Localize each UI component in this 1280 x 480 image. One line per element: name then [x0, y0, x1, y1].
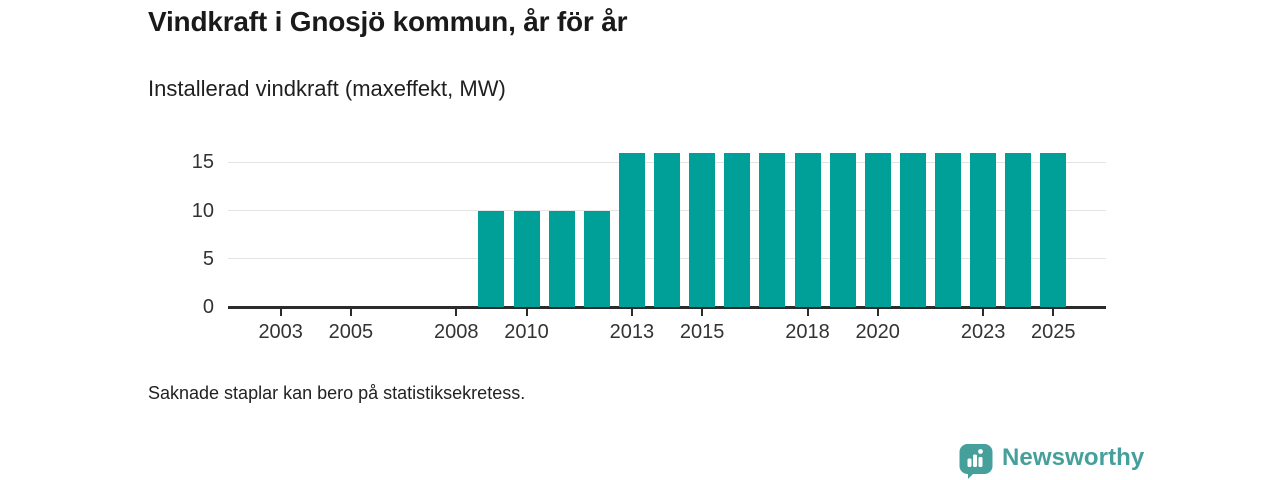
y-tick-label-0: 0	[202, 296, 214, 318]
x-tick-label-2003: 2003	[258, 321, 303, 343]
bar-2021	[899, 152, 926, 307]
newsworthy-logo-icon	[959, 444, 993, 479]
bar-2017	[759, 152, 786, 307]
x-tick-label-2023: 2023	[960, 321, 1006, 343]
bar-2025	[1040, 152, 1067, 307]
x-tick-label-2005: 2005	[328, 321, 374, 343]
chart-subtitle: Installerad vindkraft (maxeffekt, MW)	[148, 76, 506, 101]
x-tick-2005	[349, 309, 352, 316]
bar-2010	[513, 210, 540, 307]
plot-area	[228, 140, 1106, 309]
x-tick-2020	[876, 309, 879, 316]
bar-2016	[724, 152, 751, 307]
bar-2022	[935, 152, 961, 307]
x-tick-label-2008: 2008	[434, 321, 479, 343]
y-tick-label-5: 5	[202, 247, 214, 270]
bar-2023	[970, 152, 997, 307]
bar-2009	[478, 210, 505, 307]
newsworthy-logo: Newsworthy	[957, 442, 1144, 480]
x-tick-2010	[525, 309, 528, 316]
x-axis-line	[228, 306, 1106, 309]
bar-2011	[548, 210, 575, 307]
x-tick-2008	[455, 309, 458, 316]
x-tick-2003	[279, 309, 282, 316]
bar-2024	[1005, 152, 1032, 307]
x-tick-label-2025: 2025	[1031, 321, 1076, 343]
x-tick-2015	[701, 309, 704, 316]
x-tick-label-2015: 2015	[679, 321, 725, 343]
bar-2013	[618, 152, 645, 307]
x-tick-label-2020: 2020	[855, 321, 900, 343]
x-tick-label-2010: 2010	[504, 321, 549, 343]
bar-2018	[794, 152, 821, 307]
x-tick-2018	[806, 309, 809, 316]
bar-2020	[864, 152, 891, 307]
bar-2015	[689, 152, 716, 307]
bar-2019	[829, 152, 856, 307]
x-tick-2023	[982, 309, 985, 316]
x-tick-2013	[630, 309, 633, 316]
x-tick-label-2013: 2013	[609, 321, 655, 343]
chart-title: Vindkraft i Gnosjö kommun, år för år	[148, 6, 628, 37]
bar-2012	[583, 210, 610, 307]
y-tick-label-15: 15	[191, 151, 214, 174]
newsworthy-logo-text: Newsworthy	[1002, 444, 1145, 471]
x-tick-2025	[1052, 309, 1055, 316]
y-tick-label-10: 10	[191, 199, 214, 222]
x-tick-label-2018: 2018	[785, 321, 830, 343]
bar-2014	[654, 152, 680, 307]
footnote: Saknade staplar kan bero på statistiksek…	[148, 383, 526, 403]
